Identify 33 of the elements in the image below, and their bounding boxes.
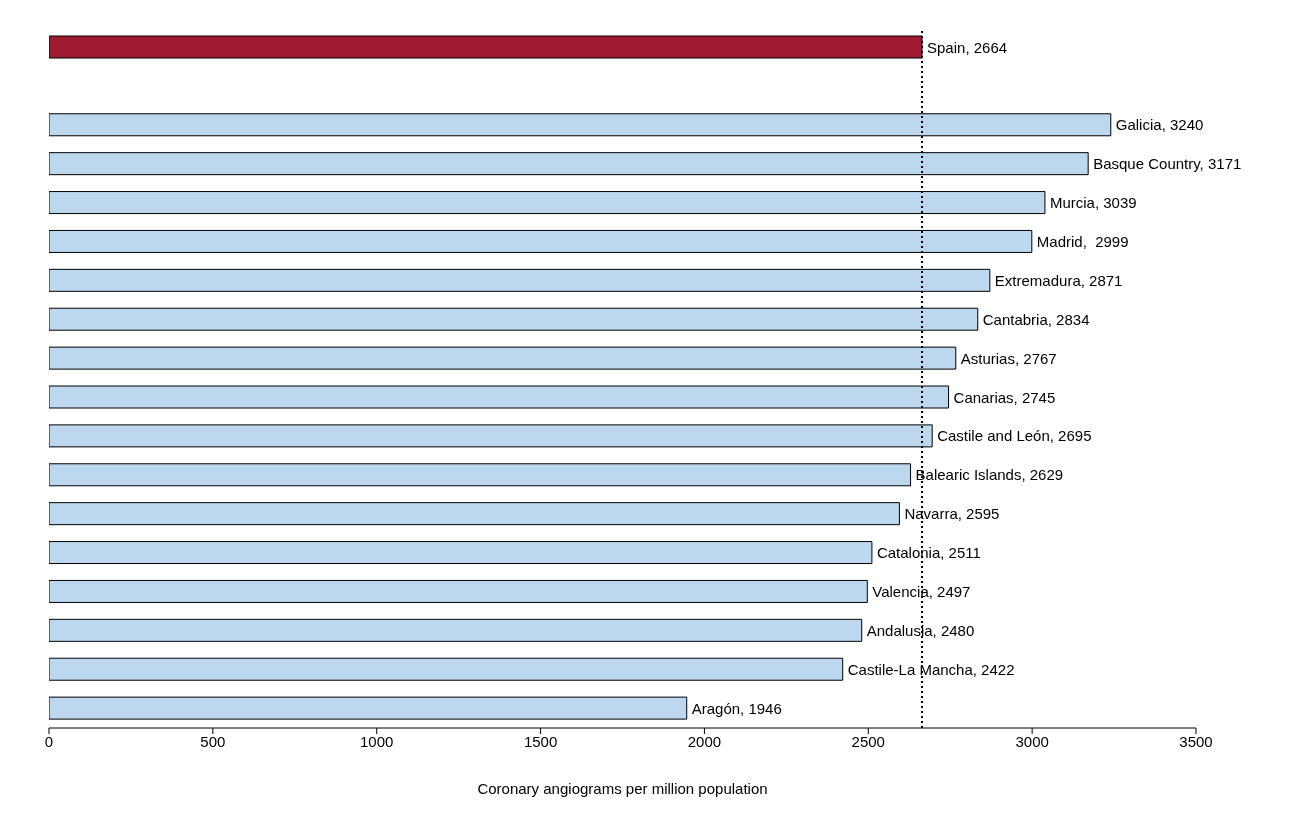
bar: [49, 541, 873, 565]
bar: [49, 502, 900, 526]
data-label: Madrid, 2999: [1036, 232, 1129, 250]
bar: [49, 463, 912, 487]
bar: [49, 579, 868, 603]
data-label: Basque Country, 3171: [1093, 155, 1242, 173]
x-tick-label: 0: [44, 732, 54, 750]
data-label: Balearic Islands, 2629: [915, 466, 1064, 484]
data-label: Murcia, 3039: [1049, 194, 1137, 212]
data-label: Catalonia, 2511: [876, 544, 981, 562]
data-label: Navarra, 2595: [904, 505, 1000, 523]
x-tick-label: 3000: [1015, 732, 1049, 750]
data-label: Andalusia, 2480: [866, 621, 975, 639]
x-tick-label: 1000: [360, 732, 394, 750]
data-label: Galicia, 3240: [1115, 116, 1204, 134]
bar: [49, 618, 863, 642]
x-tick-label: 2000: [687, 732, 722, 750]
data-label: Castile-La Mancha, 2422: [847, 660, 1015, 678]
data-label: Canarias, 2745: [953, 388, 1056, 406]
data-label: Valencia, 2497: [872, 582, 971, 600]
bar: [49, 696, 688, 720]
x-tick-label: 500: [200, 732, 226, 750]
x-tick-label: 2500: [851, 732, 885, 750]
data-label: Aragón, 1946: [691, 699, 782, 717]
x-tick-label: 3500: [1179, 732, 1213, 750]
data-label: Spain, 2664: [927, 38, 1008, 56]
data-label: Cantabria, 2834: [982, 310, 1090, 328]
data-label: Asturias, 2767: [960, 349, 1057, 367]
bar: [49, 657, 844, 681]
x-tick-label: 1500: [523, 732, 558, 750]
x-axis-title: Coronary angiograms per million population: [477, 779, 768, 797]
data-label: Castile and León, 2695: [937, 427, 1092, 445]
data-label: Extremadura, 2871: [994, 271, 1123, 289]
